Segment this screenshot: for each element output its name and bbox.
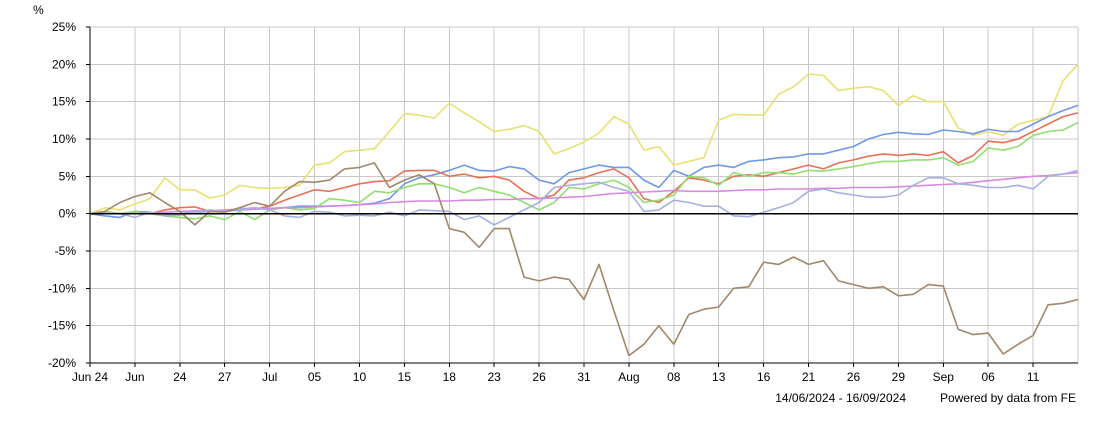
y-tick-label: 10% (52, 132, 76, 146)
y-tick-label: 15% (52, 95, 76, 109)
footer-credit: Powered by data from FE (940, 391, 1076, 405)
y-tick-label: 0% (59, 207, 77, 221)
grid (89, 26, 1079, 364)
x-tick-label: 23 (488, 370, 502, 384)
series-group (89, 63, 1079, 357)
x-tick-label: 05 (308, 370, 322, 384)
footer-date-range: 14/06/2024 - 16/09/2024 (775, 391, 906, 405)
x-tick-label: 26 (532, 370, 546, 384)
x-tick-labels: Jun 24 Jun 24 27 Jul 05 10 15 18 23 26 31 Aug 08 13 16 2… (72, 370, 1040, 384)
series-line-1 (89, 63, 1079, 215)
y-tick-label: 5% (59, 169, 77, 183)
x-tick-label: 13 (712, 370, 726, 384)
x-tick-label: 11 (1027, 370, 1040, 384)
x-tick-label: Sep (933, 370, 955, 384)
x-tick-label: 24 (173, 370, 187, 384)
x-tick-label: 27 (218, 370, 232, 384)
y-tick-label: -5% (55, 244, 77, 258)
y-unit-label: % (33, 3, 44, 17)
x-tick-label: 08 (667, 370, 681, 384)
x-tick-label: Jul (262, 370, 277, 384)
x-tick-label: 10 (353, 370, 367, 384)
x-tick-label: Aug (618, 370, 639, 384)
y-tick-labels: 25% 20% 15% 10% 5% 0% -5% -10% -15% -20% (48, 20, 76, 370)
series-line-4 (89, 121, 1079, 221)
x-tick-label: 31 (577, 370, 591, 384)
x-tick-label: Jun 24 (72, 370, 108, 384)
x-tick-label: 18 (443, 370, 457, 384)
axes (86, 26, 1078, 367)
x-tick-label: 21 (802, 370, 816, 384)
x-tick-label: 26 (847, 370, 861, 384)
series-line-6 (89, 169, 1079, 226)
y-tick-label: 20% (52, 57, 76, 71)
y-tick-label: 25% (52, 20, 76, 34)
series-line-7 (89, 162, 1079, 357)
y-tick-label: -15% (48, 319, 76, 333)
x-tick-label: Jun (125, 370, 144, 384)
x-tick-label: 06 (982, 370, 996, 384)
x-tick-label: 29 (892, 370, 906, 384)
x-tick-label: 15 (398, 370, 412, 384)
y-tick-label: -20% (48, 356, 76, 370)
y-tick-label: -10% (48, 281, 76, 295)
x-tick-label: 16 (757, 370, 771, 384)
